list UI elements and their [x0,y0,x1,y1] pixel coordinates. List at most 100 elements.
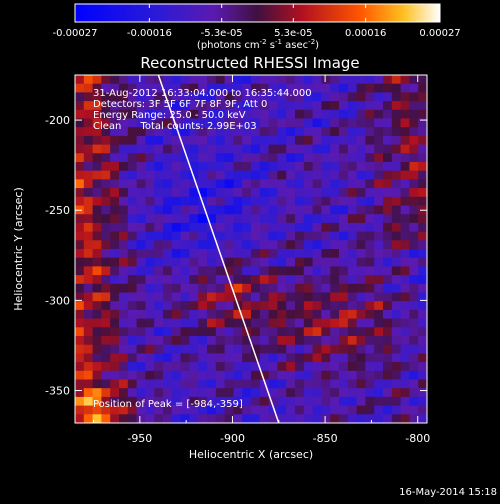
heatmap-cell [207,83,217,93]
heatmap-cell [277,144,287,154]
heatmap-cell [268,127,278,137]
heatmap-cell [391,405,401,415]
heatmap-cell [198,249,208,259]
heatmap-cell [277,214,287,224]
heatmap-cell [347,101,357,111]
heatmap-cell [224,240,234,250]
heatmap-cell [391,83,401,93]
heatmap-cell [119,283,129,293]
heatmap-cell [127,153,137,163]
heatmap-cell [374,214,384,224]
heatmap-cell [391,292,401,302]
heatmap-cell [101,309,111,319]
heatmap-cell [101,214,111,224]
heatmap-cell [312,292,322,302]
heatmap-cell [365,309,375,319]
heatmap-cell [330,266,340,276]
heatmap-cell [92,379,102,389]
heatmap-cell [83,109,93,119]
heatmap-cell [259,240,269,250]
heatmap-cell [136,101,146,111]
heatmap-cell [303,257,313,267]
heatmap-cell [110,170,120,180]
heatmap-cell [189,83,199,93]
heatmap-cell [268,144,278,154]
heatmap-cell [189,196,199,206]
heatmap-cell [400,318,410,328]
heatmap-cell [75,388,85,398]
heatmap-cell [356,318,366,328]
heatmap-cell [365,327,375,337]
heatmap-cell [189,318,199,328]
heatmap-cell [215,205,225,215]
heatmap-cell [277,257,287,267]
heatmap-cell [356,292,366,302]
heatmap-cell [418,109,427,119]
heatmap-cell [268,292,278,302]
heatmap-cell [418,275,427,285]
heatmap-cell [119,214,129,224]
heatmap-cell [356,179,366,189]
heatmap-cell [259,379,269,389]
heatmap-cell [154,196,164,206]
heatmap-cell [75,353,85,363]
heatmap-cell [189,362,199,372]
heatmap-cell [268,388,278,398]
heatmap-cell [268,109,278,119]
heatmap-cell [409,118,419,128]
heatmap-cell [295,353,305,363]
heatmap-cell [303,127,313,137]
heatmap-cell [224,379,234,389]
heatmap-cell [312,266,322,276]
heatmap-cell [101,170,111,180]
heatmap-cell [92,396,102,406]
heatmap-cell [383,109,393,119]
heatmap-cell [383,153,393,163]
colorbar-tick-label: 5.3e-05 [274,28,312,39]
heatmap-cell [295,327,305,337]
heatmap-cell [268,327,278,337]
heatmap-cell [303,83,313,93]
heatmap-cell [233,118,243,128]
heatmap-cell [83,370,93,380]
heatmap-cell [295,162,305,172]
heatmap-cell [251,275,261,285]
heatmap-cell [286,231,296,241]
heatmap-cell [409,327,419,337]
heatmap-cell [391,179,401,189]
heatmap-cell [418,222,427,232]
heatmap-cell [189,257,199,267]
heatmap-cell [268,370,278,380]
heatmap-cell [242,92,252,102]
heatmap-cell [259,396,269,406]
heatmap-cell [347,379,357,389]
heatmap-cell [312,162,322,172]
heatmap-cell [312,379,322,389]
heatmap-cell [356,327,366,337]
heatmap-cell [127,214,137,224]
heatmap-cell [330,301,340,311]
heatmap-cell [339,127,349,137]
heatmap-cell [356,344,366,354]
heatmap-cell [233,231,243,241]
heatmap-cell [119,135,129,145]
heatmap-cell [259,327,269,337]
heatmap-cell [312,396,322,406]
heatmap-cell [303,283,313,293]
heatmap-cell [101,231,111,241]
heatmap-cell [127,240,137,250]
heatmap-cell [400,127,410,137]
heatmap-cell [268,266,278,276]
heatmap-cell [163,327,173,337]
heatmap-cell [303,301,313,311]
heatmap-cell [409,292,419,302]
heatmap-cell [215,118,225,128]
heatmap-cell [383,188,393,198]
colorbar: -0.00027 -0.00016 -5.3e-05 5.3e-05 0.00016 0.… [53,3,461,51]
heatmap-cell [339,188,349,198]
annotation-block: 31-Aug-2012 16:33:04.000 to 16:35:44.000… [93,88,312,132]
heatmap-cell [400,266,410,276]
heatmap-cell [391,127,401,137]
heatmap-cell [189,135,199,145]
heatmap-cell [110,370,120,380]
